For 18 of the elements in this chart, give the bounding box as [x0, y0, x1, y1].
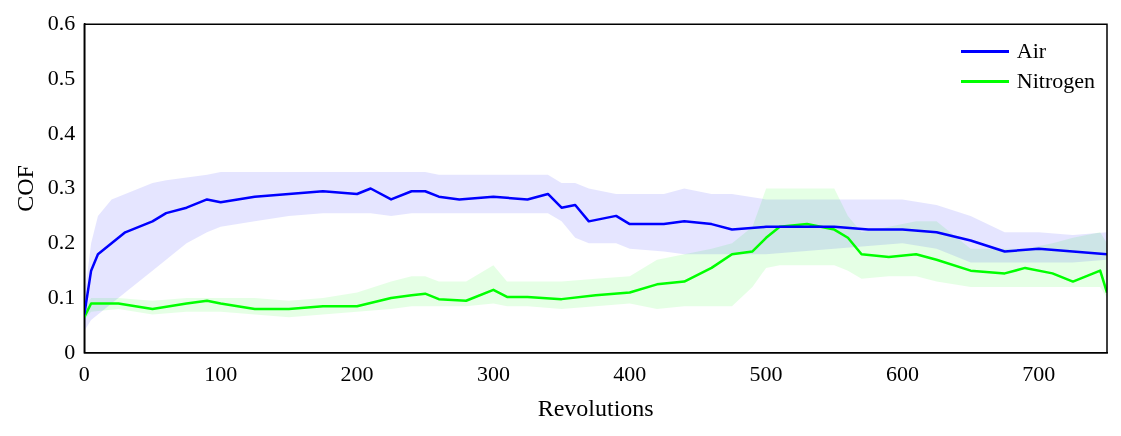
x-tick-label: 500 [749, 360, 783, 386]
y-tick-label: 0.2 [47, 229, 76, 255]
x-tick-label: 200 [340, 360, 374, 386]
y-tick-label: 0.6 [47, 9, 76, 35]
y-tick-label: 0.5 [47, 64, 76, 90]
x-tick-label: 300 [476, 360, 510, 386]
y-tick-label: 0.3 [47, 174, 76, 200]
y-tick-label: 0.4 [47, 119, 76, 145]
legend-label: Nitrogen [1016, 67, 1095, 96]
x-tick-label: 100 [204, 360, 238, 386]
legend-label: Air [1016, 37, 1047, 66]
y-tick-label: 0.1 [47, 283, 76, 309]
x-axis-title: Revolutions [537, 394, 654, 421]
y-axis-title: COF [11, 165, 38, 212]
y-tick-label: 0 [64, 338, 76, 364]
x-tick-label: 600 [885, 360, 919, 386]
x-tick-label: 700 [1022, 360, 1056, 386]
x-tick-label: 400 [613, 360, 647, 386]
